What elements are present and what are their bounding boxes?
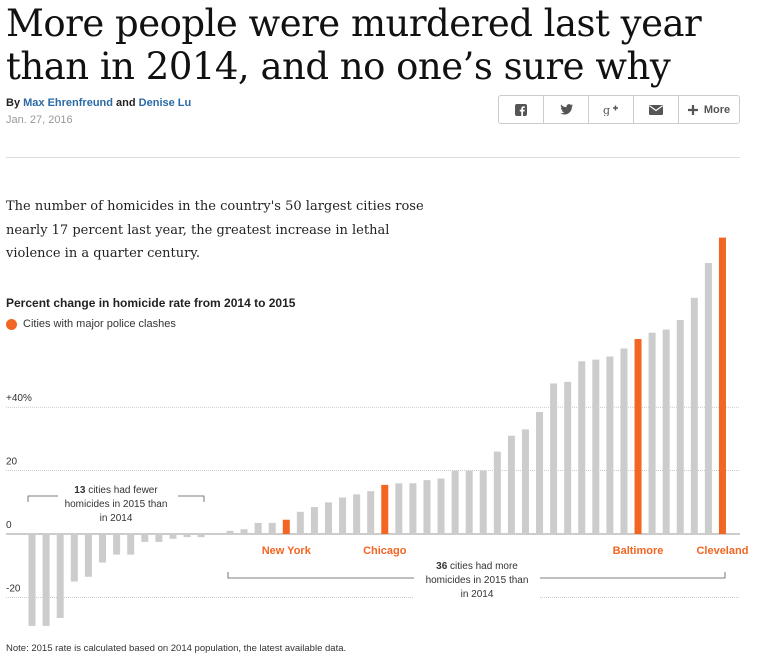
bar-increase	[648, 332, 656, 534]
facebook-icon	[515, 103, 527, 116]
publish-date: Jan. 27, 2016	[6, 114, 73, 126]
svg-text:g: g	[603, 104, 610, 116]
bar-increase	[437, 478, 445, 534]
city-label: New York	[262, 545, 312, 557]
bar-increase	[690, 297, 698, 534]
city-label: Cleveland	[696, 545, 748, 557]
header-divider	[6, 157, 740, 158]
bar-increase	[479, 470, 487, 534]
annotation-fewer: 13 cities had fewer homicides in 2015 th…	[27, 480, 205, 524]
annotation-more: 36 cities had more homicides in 2015 tha…	[227, 556, 726, 602]
byline-conj: and	[116, 97, 136, 109]
annotation-more-count: 36	[436, 561, 448, 572]
bar-increase	[423, 480, 431, 534]
facebook-share-button[interactable]	[499, 96, 544, 123]
intro-paragraph: The number of homicides in the country's…	[6, 199, 424, 261]
legend-swatch	[6, 318, 17, 330]
headline: More people were murdered last year than…	[6, 2, 702, 88]
bar-highlighted	[282, 519, 290, 534]
annotation-more-text3: in 2014	[461, 589, 494, 600]
bar-increase	[367, 491, 375, 534]
chart-legend: Cities with major police clashes	[6, 318, 176, 330]
bar-increase	[521, 429, 529, 534]
more-label: More	[703, 103, 731, 116]
bar-increase	[409, 483, 417, 534]
chart-note: Note: 2015 rate is calculated based on 2…	[6, 643, 347, 654]
bar-increase	[620, 348, 628, 534]
bar-decrease	[28, 534, 36, 626]
y-tick-label: 20	[6, 457, 18, 468]
annotation-fewer-count: 13	[74, 485, 86, 496]
bar-increase	[395, 483, 403, 534]
svg-text:13 cities had fewer: 13 cities had fewer	[74, 485, 158, 496]
plus-icon	[687, 104, 698, 115]
annotation-fewer-text2: homicides in 2015 than	[65, 499, 168, 510]
annotation-fewer-text1: cities had fewer	[85, 485, 158, 496]
bar-increase	[324, 502, 332, 534]
bar-highlighted	[634, 339, 642, 534]
annotation-more-text1: cities had more	[447, 561, 518, 572]
bar-increase	[465, 470, 473, 534]
bar-increase	[592, 359, 600, 534]
bar-increase	[451, 470, 459, 534]
twitter-icon	[559, 104, 573, 115]
bar-increase	[240, 529, 248, 534]
annotation-more-text2: homicides in 2015 than	[426, 575, 529, 586]
bar-highlighted	[718, 237, 726, 535]
bar-decrease	[56, 534, 64, 619]
bar-increase	[676, 320, 684, 534]
chart-city-labels: New York Chicago Baltimore Cleveland	[262, 545, 749, 557]
google-plus-icon: g	[603, 104, 618, 116]
twitter-share-button[interactable]	[544, 96, 589, 123]
bar-increase	[296, 511, 304, 534]
bar-increase	[662, 329, 670, 534]
author-link-2[interactable]: Denise Lu	[138, 97, 192, 109]
bar-increase	[578, 361, 586, 534]
email-share-button[interactable]	[634, 96, 679, 123]
bar-increase	[268, 522, 276, 534]
bar-increase	[536, 411, 544, 534]
share-bar: g More	[498, 95, 740, 124]
city-label: Chicago	[363, 545, 407, 557]
y-tick-label: -20	[6, 583, 21, 594]
chart-bars	[28, 237, 726, 626]
city-label: Baltimore	[613, 545, 664, 557]
bar-decrease	[197, 534, 205, 538]
bar-increase	[507, 435, 515, 534]
more-share-button[interactable]: More	[679, 96, 739, 123]
y-tick-label: 0	[6, 520, 12, 531]
bar-decrease	[70, 534, 78, 582]
bar-increase	[606, 356, 614, 534]
bar-increase	[310, 507, 318, 534]
bar-decrease	[141, 534, 149, 542]
bar-decrease	[169, 534, 177, 539]
legend-label: Cities with major police clashes	[23, 318, 176, 330]
bar-increase	[564, 381, 572, 534]
bar-increase	[353, 494, 361, 534]
envelope-icon	[649, 104, 663, 115]
annotation-fewer-text3: in 2014	[100, 513, 133, 524]
byline-prefix: By	[6, 97, 21, 109]
y-tick-label: +40%	[6, 393, 32, 404]
bar-decrease	[99, 534, 106, 563]
bar-decrease	[127, 534, 135, 555]
bar-increase	[254, 522, 262, 534]
bar-increase	[226, 530, 234, 534]
bar-increase	[704, 262, 712, 534]
google-plus-share-button[interactable]: g	[589, 96, 634, 123]
svg-text:36 cities had more: 36 cities had more	[436, 561, 518, 572]
bar-decrease	[113, 534, 121, 555]
bar-decrease	[183, 534, 191, 538]
author-link-1[interactable]: Max Ehrenfreund	[23, 97, 113, 109]
bar-decrease	[84, 534, 92, 577]
bar-decrease	[155, 534, 163, 542]
bar-increase	[550, 383, 558, 534]
bar-highlighted	[381, 484, 389, 534]
chart-title: Percent change in homicide rate from 201…	[6, 296, 296, 310]
bar-decrease	[42, 534, 50, 626]
byline: By Max Ehrenfreund and Denise Lu	[6, 97, 191, 109]
bar-increase	[339, 497, 347, 534]
bar-increase	[493, 451, 501, 534]
